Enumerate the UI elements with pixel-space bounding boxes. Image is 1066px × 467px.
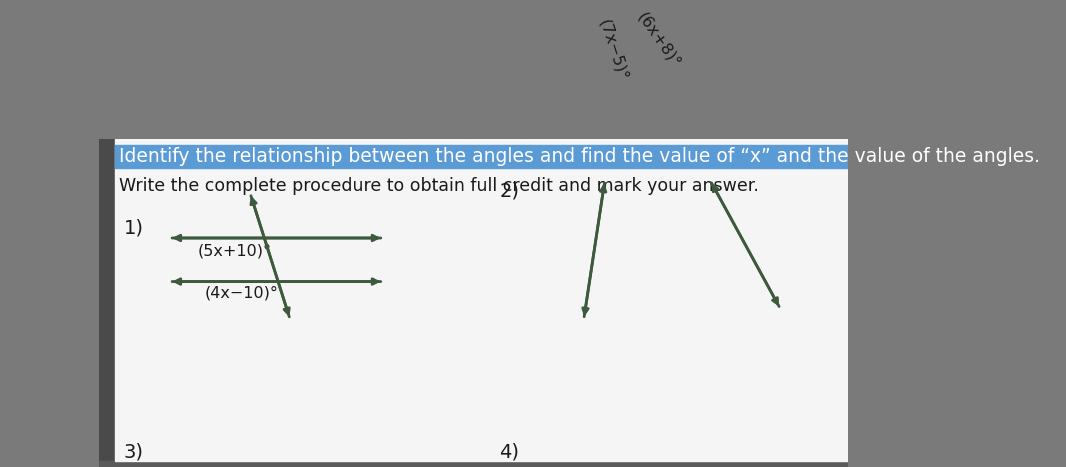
Text: Identify the relationship between the angles and find the value of “x” and the v: Identify the relationship between the an… <box>118 147 1039 166</box>
Text: 3): 3) <box>124 442 144 461</box>
Text: Write the complete procedure to obtain full credit and mark your answer.: Write the complete procedure to obtain f… <box>118 177 759 195</box>
Text: 1): 1) <box>124 219 144 238</box>
Bar <box>114 145 847 169</box>
Bar <box>99 139 114 467</box>
Text: 4): 4) <box>500 442 519 461</box>
Text: (4x−10)°: (4x−10)° <box>205 286 278 301</box>
Text: 2): 2) <box>500 182 519 200</box>
Text: (5x+10)°: (5x+10)° <box>197 244 272 259</box>
Text: (7x−5)°: (7x−5)° <box>596 18 630 83</box>
Bar <box>99 461 847 467</box>
Text: (6x+8)°: (6x+8)° <box>634 9 683 71</box>
